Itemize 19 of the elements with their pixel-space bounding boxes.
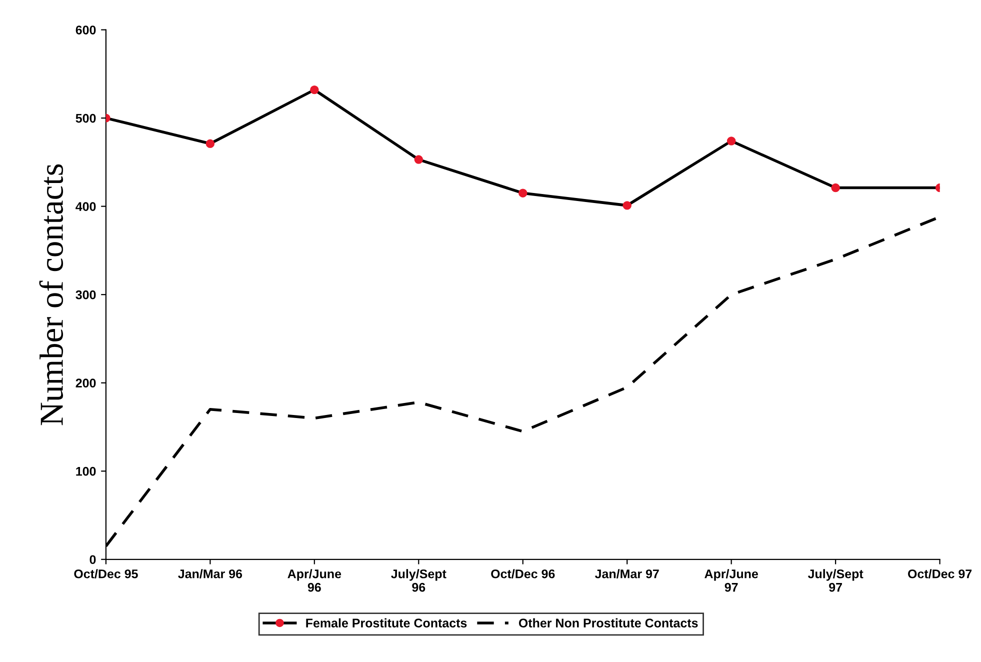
x-tick-label: July/Sept 96 [391, 569, 446, 592]
y-tick-label: 400 [76, 202, 96, 211]
x-tick-label: Apr/June 96 [288, 569, 342, 592]
x-tick-label: Oct/Dec 97 [908, 569, 972, 578]
x-tick-label: Oct/Dec 95 [74, 569, 138, 578]
y-tick-label: 0 [90, 555, 96, 564]
y-tick-label: 100 [76, 466, 96, 476]
y-tick-label: 600 [76, 26, 96, 34]
x-tick-label: Jan/Mar 97 [594, 569, 659, 578]
legend-label: Female Prostitute Contacts [306, 618, 467, 628]
y-axis-title: Number of contacts [39, 164, 64, 426]
x-tick-label: July/Sept 97 [808, 569, 864, 592]
y-tick-label: 500 [76, 114, 96, 123]
x-tick-label: Oct/Dec 96 [491, 569, 555, 578]
y-tick-label: 300 [76, 290, 96, 300]
x-tick-label: Jan/Mar 96 [178, 569, 242, 578]
legend-label: Other Non Prostitute Contacts [518, 618, 698, 628]
x-tick-label: Apr/June 97 [704, 569, 758, 592]
y-tick-label: 200 [76, 378, 96, 388]
